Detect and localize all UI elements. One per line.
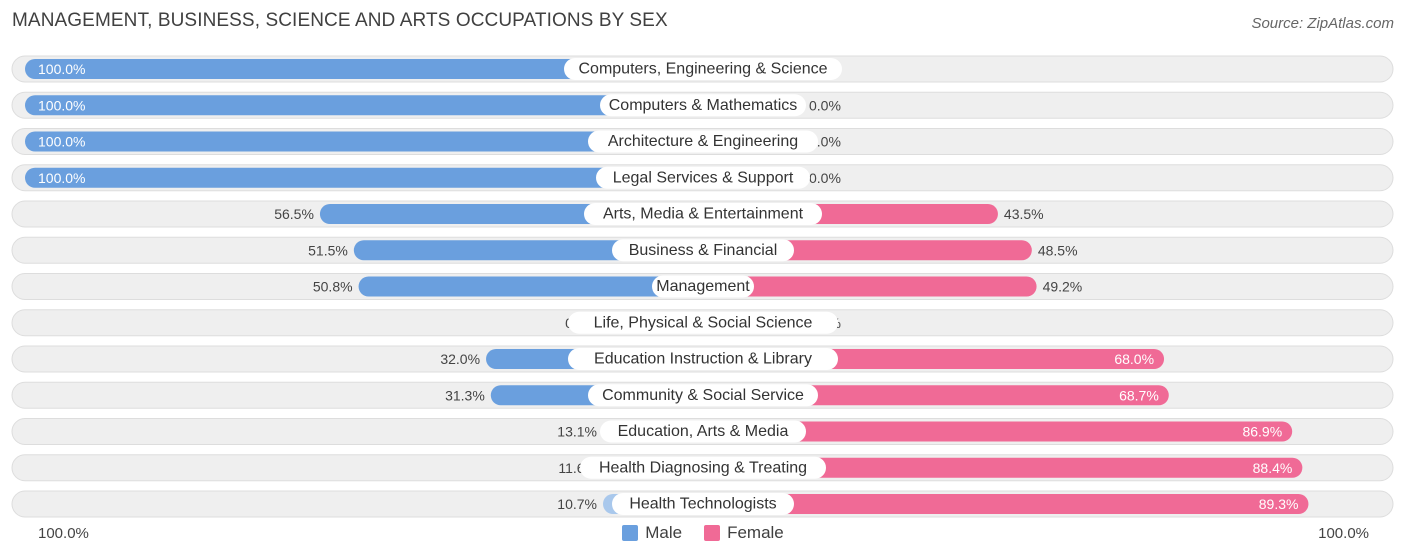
- category-label-background: [580, 456, 826, 479]
- legend: Male Female: [0, 523, 1406, 543]
- label-male-value: 100.0%: [38, 61, 85, 77]
- label-female-value: 48.5%: [1038, 242, 1078, 258]
- category-label: Arts, Media & Entertainment: [603, 206, 804, 223]
- category-label-background: [588, 130, 818, 153]
- bar-male: [25, 131, 703, 152]
- category-label-background: [652, 275, 754, 298]
- category-label: Management: [656, 278, 750, 295]
- legend-label-male: Male: [645, 523, 683, 542]
- bar-male: [25, 167, 703, 188]
- category-label: Legal Services & Support: [613, 169, 794, 186]
- category-label: Health Diagnosing & Treating: [599, 459, 807, 476]
- bar-female: [703, 421, 1293, 442]
- label-female-value: 88.4%: [1253, 460, 1293, 476]
- category-label-background: [600, 94, 806, 117]
- category-label-background: [584, 203, 822, 225]
- legend-swatch-male: [622, 525, 639, 541]
- bar-male: [358, 276, 703, 297]
- chart-title: MANAGEMENT, BUSINESS, SCIENCE AND ARTS O…: [12, 10, 668, 31]
- legend-item-female: Female: [704, 523, 784, 543]
- bar-female: [703, 385, 1169, 406]
- label-male-value: 50.8%: [313, 279, 353, 295]
- label-male-value: 100.0%: [38, 134, 85, 150]
- label-male-value: 10.7%: [557, 496, 597, 512]
- category-label-background: [568, 311, 838, 334]
- category-label-background: [564, 58, 842, 80]
- category-label: Health Technologists: [629, 496, 776, 513]
- bar-male: [25, 59, 703, 79]
- axis-right-label: 100.0%: [1318, 525, 1369, 542]
- category-label: Architecture & Engineering: [608, 133, 798, 150]
- bar-female: [703, 276, 1037, 297]
- label-female-value: 68.7%: [1119, 387, 1159, 403]
- category-label: Education, Arts & Media: [618, 423, 789, 440]
- legend-item-male: Male: [622, 523, 682, 543]
- source-credit: Source: ZipAtlas.com: [1251, 15, 1394, 32]
- bar-male: [25, 95, 703, 116]
- category-label: Life, Physical & Social Science: [594, 314, 813, 331]
- label-male-value: 100.0%: [38, 97, 85, 113]
- label-female-value: 89.3%: [1259, 496, 1299, 512]
- diverging-bar-chart: 100.0% 0.0% Computers, Engineering & Scien…: [11, 55, 1394, 518]
- category-label-background: [600, 420, 806, 443]
- label-female-value: 0.0%: [809, 97, 841, 113]
- category-label: Computers & Mathematics: [609, 97, 798, 114]
- label-male-value: 32.0%: [440, 351, 480, 367]
- legend-swatch-female: [704, 525, 721, 541]
- category-label: Community & Social Service: [602, 387, 804, 404]
- label-male-value: 31.3%: [445, 387, 485, 403]
- category-label: Education Instruction & Library: [594, 351, 812, 368]
- axis-left-label: 100.0%: [38, 525, 89, 542]
- label-female-value: 86.9%: [1242, 424, 1282, 440]
- label-female-value: 49.2%: [1043, 279, 1083, 295]
- label-female-value: 0.0%: [809, 170, 841, 186]
- label-male-value: 13.1%: [557, 424, 597, 440]
- label-male-value: 51.5%: [308, 242, 348, 258]
- label-female-value: 68.0%: [1114, 351, 1154, 367]
- category-label: Computers, Engineering & Science: [578, 61, 827, 78]
- label-male-value: 100.0%: [38, 170, 85, 186]
- category-label-background: [596, 166, 810, 189]
- bar-female: [703, 457, 1303, 478]
- category-label: Business & Financial: [629, 242, 778, 259]
- legend-label-female: Female: [727, 523, 784, 542]
- label-female-value: 43.5%: [1004, 206, 1044, 222]
- category-label-background: [568, 348, 838, 370]
- label-male-value: 56.5%: [274, 206, 314, 222]
- category-label-background: [588, 384, 818, 407]
- category-label-background: [612, 239, 794, 262]
- category-label-background: [612, 493, 794, 515]
- bar-female: [703, 494, 1309, 514]
